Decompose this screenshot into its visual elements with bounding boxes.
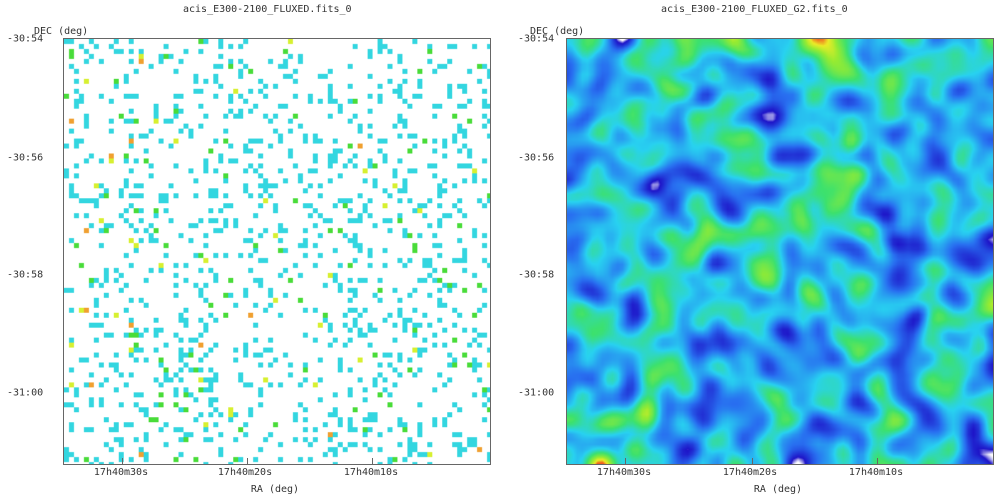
xtick-label-left: 17h40m10s bbox=[343, 467, 399, 478]
ytick-label-left: -30:58 bbox=[7, 269, 44, 281]
panel-title-fluxed: acis_E300-2100_FLUXED.fits_0 bbox=[183, 4, 352, 15]
fits-image-fluxed[interactable] bbox=[63, 38, 491, 465]
image-canvas-fluxed-g2[interactable] bbox=[567, 39, 993, 464]
ytick-label-left: -30:54 bbox=[7, 33, 44, 45]
ytick-label-right: -31:00 bbox=[518, 387, 555, 399]
image-canvas-fluxed[interactable] bbox=[64, 39, 490, 464]
ytick-label-left: -30:56 bbox=[7, 152, 44, 164]
xtick-label-right: 17h40m10s bbox=[848, 467, 904, 478]
xtick-mark bbox=[625, 458, 626, 464]
xtick-mark bbox=[752, 458, 753, 464]
ytick-label-left: -31:00 bbox=[7, 387, 44, 399]
xtick-label-left: 17h40m20s bbox=[217, 467, 273, 478]
xtick-mark bbox=[122, 458, 123, 464]
xlabel-ra-right: RA (deg) bbox=[753, 484, 803, 495]
ylabel-dec-left: DEC (deg) bbox=[34, 26, 89, 37]
xtick-mark bbox=[372, 458, 373, 464]
xtick-mark bbox=[247, 458, 248, 464]
ylabel-dec-right: DEC (deg) bbox=[530, 26, 585, 37]
xtick-label-right: 17h40m20s bbox=[722, 467, 778, 478]
xlabel-ra-left: RA (deg) bbox=[250, 484, 300, 495]
panel-title-fluxed-g2: acis_E300-2100_FLUXED_G2.fits_0 bbox=[661, 4, 848, 15]
fits-image-fluxed-g2[interactable] bbox=[566, 38, 994, 465]
ytick-label-right: -30:56 bbox=[518, 152, 555, 164]
xtick-mark bbox=[877, 458, 878, 464]
ytick-label-right: -30:58 bbox=[518, 269, 555, 281]
xtick-label-left: 17h40m30s bbox=[93, 467, 149, 478]
ytick-label-right: -30:54 bbox=[518, 33, 555, 45]
xtick-label-right: 17h40m30s bbox=[596, 467, 652, 478]
